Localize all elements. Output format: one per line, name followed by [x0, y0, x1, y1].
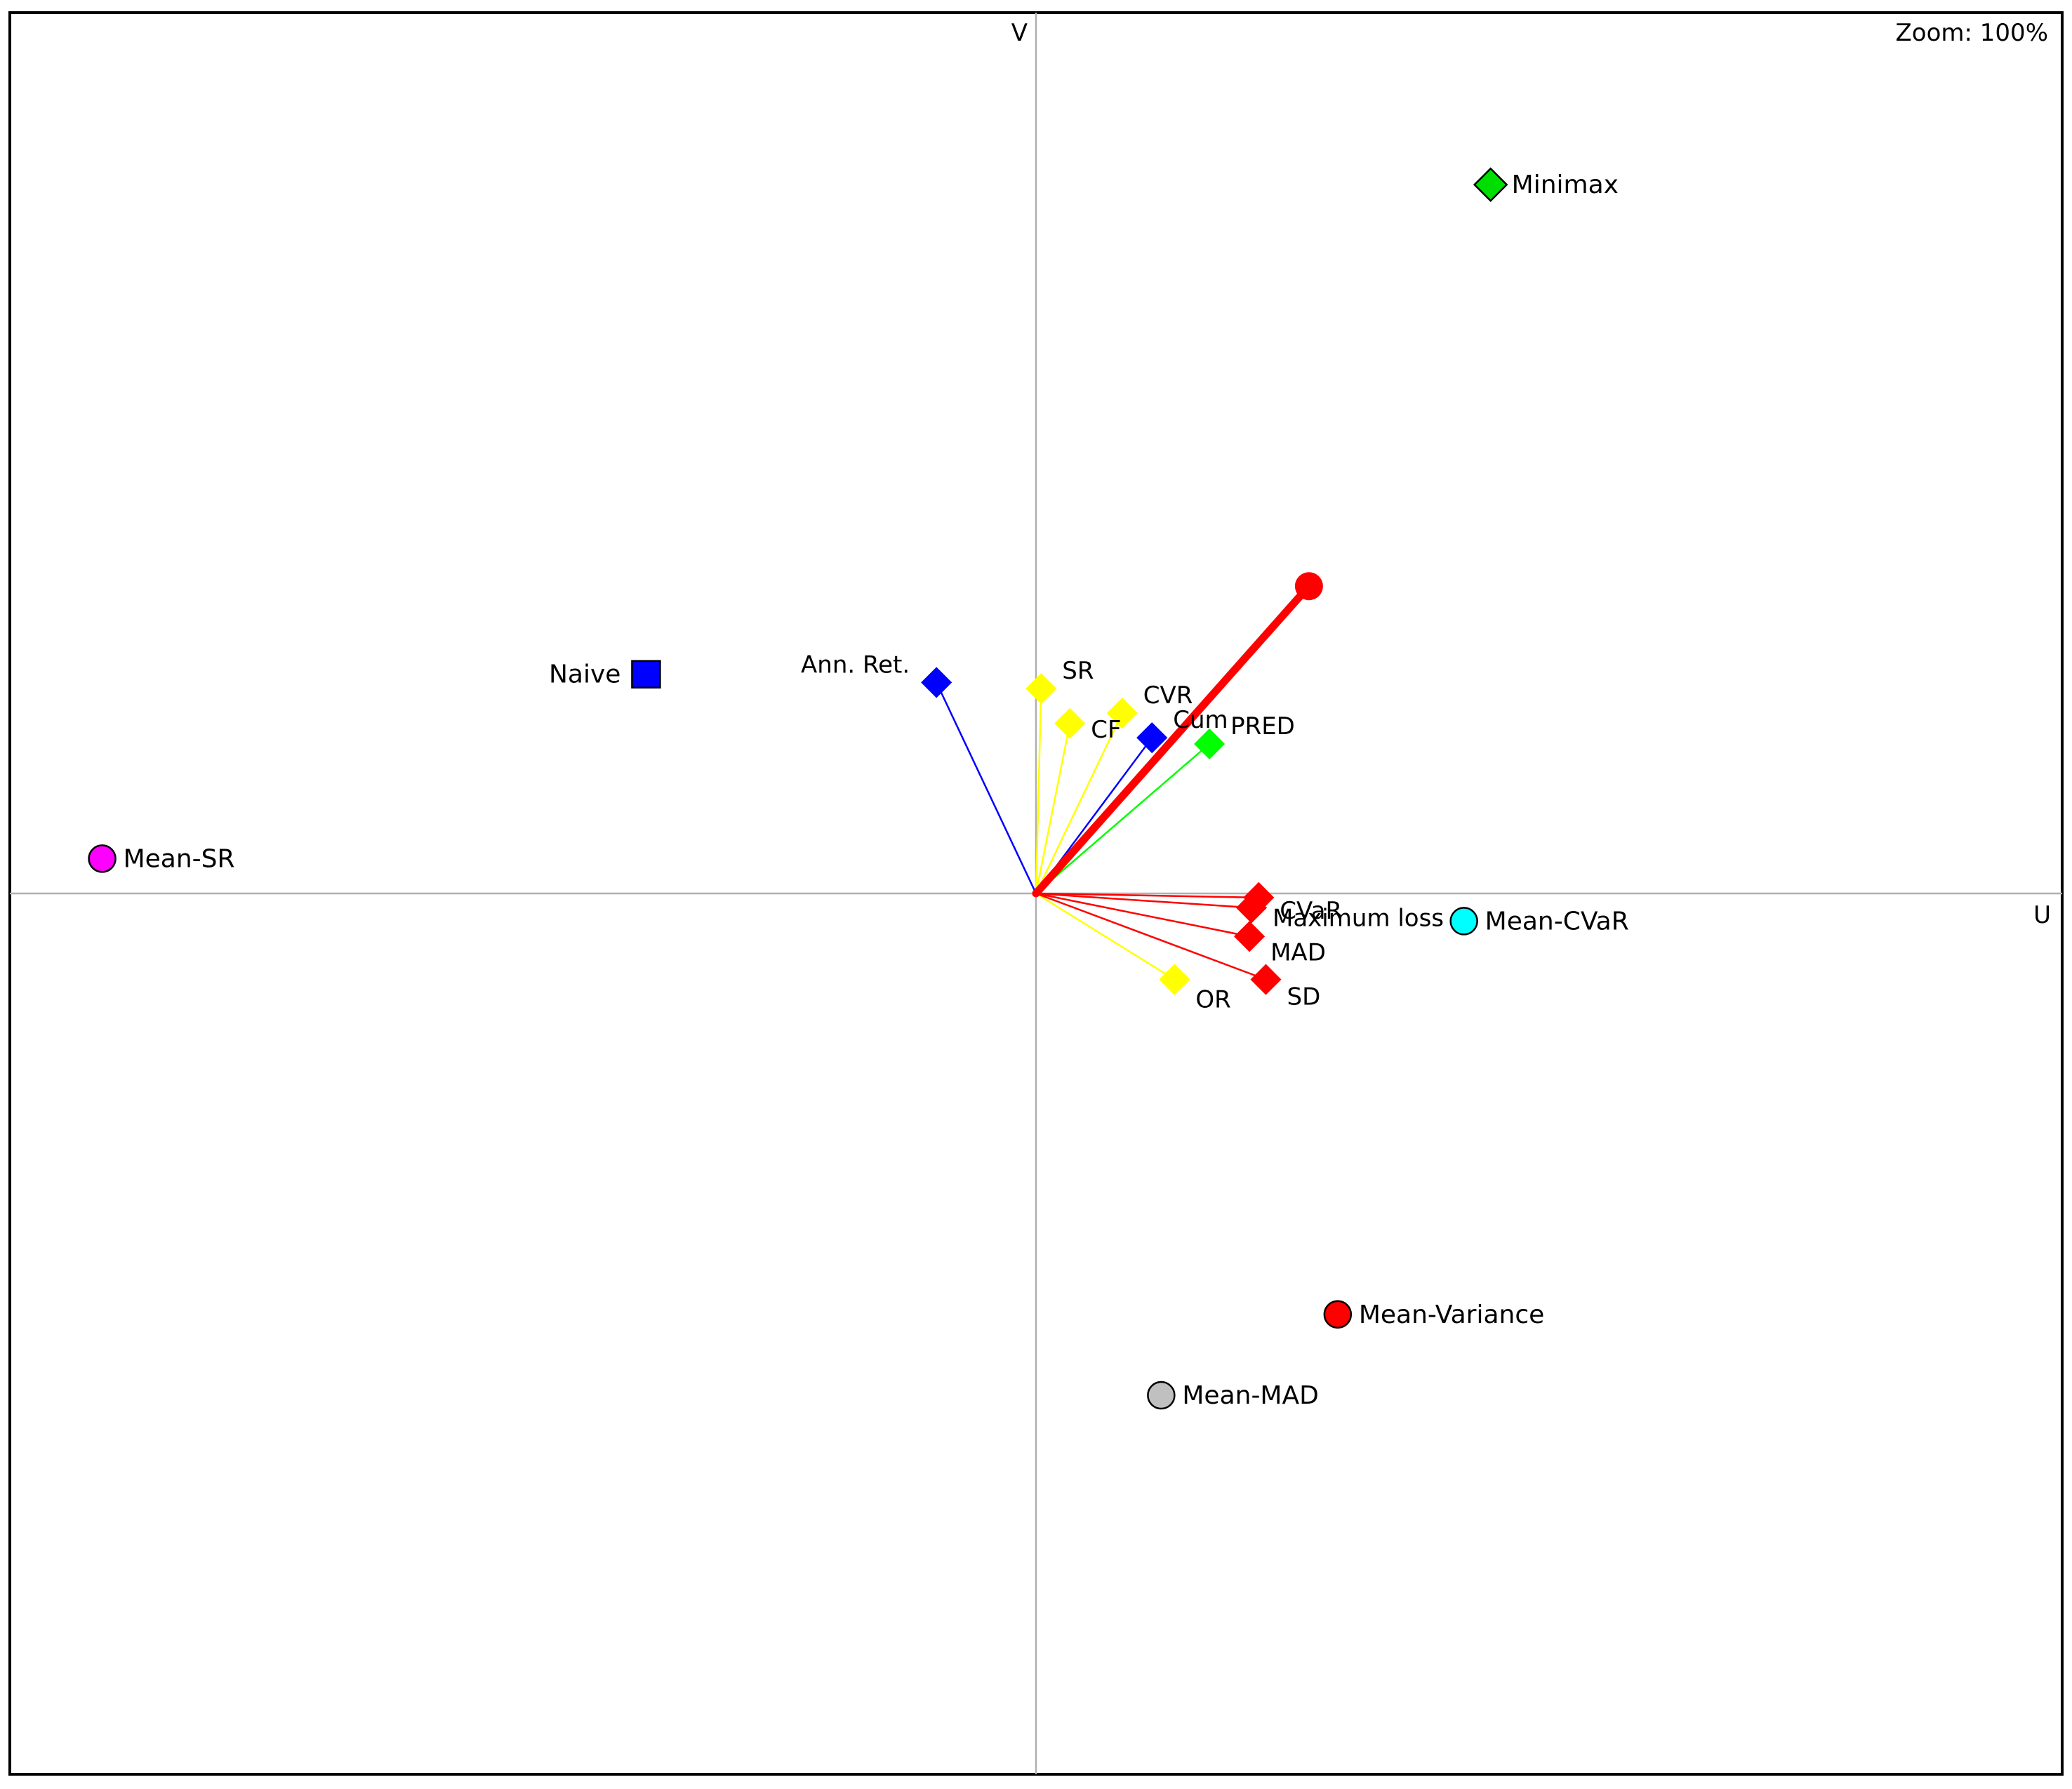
- criterion-marker-maximum-loss: [1235, 892, 1268, 924]
- alternatives: [88, 167, 1508, 1410]
- criterion-marker-cvr: [1106, 698, 1138, 729]
- criterion-label-mad: MAD: [1270, 938, 1326, 966]
- alternative-mean-cvar-label: Mean-CVaR: [1485, 907, 1629, 936]
- alternative-minimax-label: Minimax: [1512, 171, 1619, 199]
- alternative-mean-cvar-marker: [1449, 907, 1478, 936]
- criterion-marker-sr: [1025, 673, 1057, 705]
- decision-axis-head: [1294, 572, 1323, 601]
- criterion-label-ann-ret: Ann. Ret.: [801, 651, 910, 679]
- criterion-marker-cf: [1054, 707, 1086, 739]
- criterion-line-cvar: [1035, 892, 1259, 899]
- criterion-marker-cum: [1136, 722, 1168, 754]
- criterion-line-mad: [1035, 892, 1250, 938]
- v-axis-label: V: [1011, 19, 1028, 47]
- criterion-label-cum: Cum: [1173, 706, 1228, 734]
- decision-axis: [1032, 572, 1323, 898]
- criterion-line-sr: [1035, 689, 1042, 894]
- criterion-label-pred: PRED: [1230, 712, 1295, 740]
- criterion-label-sr: SR: [1062, 657, 1094, 685]
- criterion-line-or: [1035, 892, 1176, 980]
- criterion-line-pred: [1035, 743, 1210, 894]
- criterion-marker-ann-ret: [921, 667, 952, 698]
- criterion-line-ann-ret: [936, 681, 1037, 894]
- u-axis-label: U: [2033, 901, 2051, 929]
- criterion-label-maximum-loss: Maximum loss: [1273, 904, 1444, 932]
- alternative-mean-sr-label: Mean-SR: [124, 844, 235, 873]
- criterion-line-maximum-loss: [1035, 892, 1252, 909]
- alternative-mean-variance-marker: [1323, 1300, 1353, 1329]
- decision-axis-line: [1032, 582, 1313, 898]
- criteria-vectors: [936, 681, 1266, 980]
- criterion-label-cvr: CVR: [1143, 681, 1193, 710]
- criterion-marker-mad: [1234, 921, 1266, 952]
- alternative-mean-mad-label: Mean-MAD: [1182, 1381, 1318, 1410]
- criterion-label-cf: CF: [1091, 716, 1121, 744]
- alternative-mean-sr-marker: [88, 844, 117, 873]
- criterion-label-cvar: CVaR: [1280, 897, 1342, 925]
- alternative-mean-variance-label: Mean-Variance: [1359, 1301, 1544, 1329]
- criterion-label-sd: SD: [1287, 983, 1320, 1011]
- alternative-mean-mad-marker: [1147, 1381, 1176, 1410]
- criterion-label-or: OR: [1195, 986, 1230, 1014]
- criteria-markers: [921, 667, 1282, 995]
- criterion-line-cf: [1035, 723, 1071, 894]
- criterion-marker-or: [1159, 964, 1190, 995]
- criterion-marker-sd: [1250, 964, 1282, 995]
- criterion-marker-pred: [1194, 728, 1226, 760]
- zoom-indicator: Zoom: 100%: [1896, 19, 2048, 47]
- alternative-naive-marker: [631, 660, 661, 689]
- criterion-line-cvr: [1035, 712, 1123, 894]
- criterion-line-sd: [1035, 892, 1266, 980]
- alternative-minimax-marker: [1473, 167, 1508, 202]
- alternative-naive-label: Naive: [549, 660, 620, 689]
